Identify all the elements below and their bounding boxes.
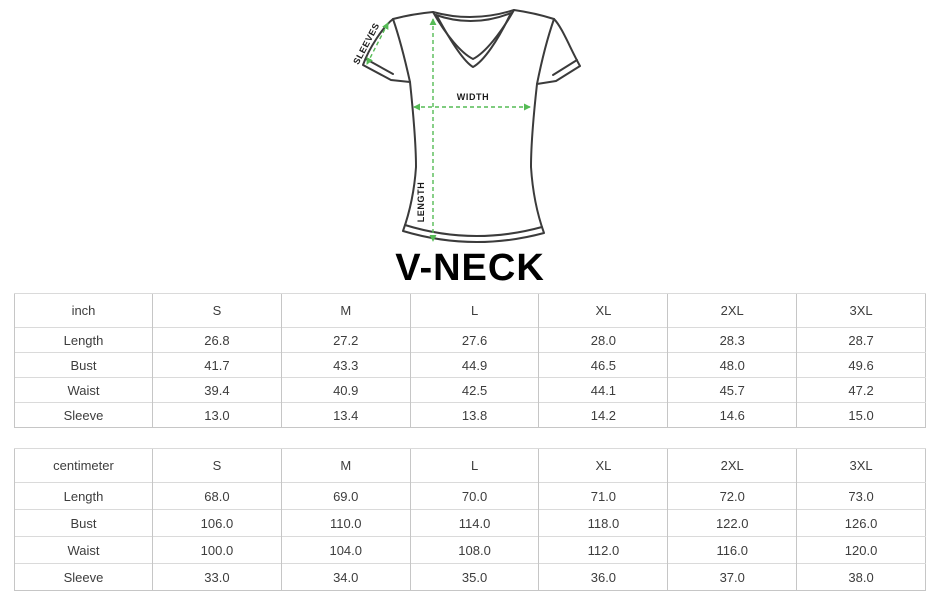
measurement-value-cell: 34.0	[280, 563, 411, 591]
measurement-value-cell: 14.6	[667, 402, 797, 428]
measurement-value-cell: 108.0	[409, 536, 539, 564]
measurement-value-cell: 118.0	[538, 509, 668, 537]
unit-header-cell: inch	[14, 293, 153, 328]
measurement-value-cell: 72.0	[667, 482, 797, 510]
size-table-centimeter: centimeter S M L XL 2XL 3XL Length 68.0 69.0 70.0…	[14, 448, 926, 591]
vneck-shirt-diagram: SLEEVES WIDTH LENGTH	[351, 9, 581, 244]
size-header-cell: S	[152, 448, 282, 483]
measurement-value-cell: 35.0	[409, 563, 539, 591]
measurement-label-cell: Waist	[14, 377, 153, 403]
measurement-value-cell: 26.8	[152, 327, 282, 353]
measurement-value-cell: 116.0	[667, 536, 797, 564]
measurement-label-cell: Bust	[14, 352, 153, 378]
measurement-value-cell: 42.5	[409, 377, 539, 403]
size-header-cell: 2XL	[667, 293, 797, 328]
size-tables: inch S M L XL 2XL 3XL Length 26.8 27.2 27.6 28.0 28…	[14, 293, 926, 591]
measurement-value-cell: 45.7	[667, 377, 797, 403]
measurement-row: Bust 106.0 110.0 114.0 118.0 122.0 126.0	[14, 509, 926, 537]
measurement-row: Length 68.0 69.0 70.0 71.0 72.0 73.0	[14, 482, 926, 510]
measurement-value-cell: 41.7	[152, 352, 282, 378]
measurement-row: Waist 39.4 40.9 42.5 44.1 45.7 47.2	[14, 377, 926, 403]
size-table-header-row: inch S M L XL 2XL 3XL	[14, 293, 926, 328]
size-header-cell: S	[152, 293, 282, 328]
measurement-value-cell: 73.0	[796, 482, 926, 510]
measurement-value-cell: 112.0	[538, 536, 668, 564]
measurement-label-cell: Sleeve	[14, 402, 153, 428]
size-header-cell: XL	[538, 293, 668, 328]
measurement-label-cell: Sleeve	[14, 563, 153, 591]
measurement-value-cell: 69.0	[280, 482, 411, 510]
measurement-value-cell: 122.0	[667, 509, 797, 537]
measurement-value-cell: 15.0	[796, 402, 926, 428]
size-header-cell: 3XL	[796, 448, 926, 483]
collar-back-line	[435, 12, 512, 23]
measurement-value-cell: 13.0	[152, 402, 282, 428]
size-header-cell: L	[409, 293, 539, 328]
measurement-value-cell: 120.0	[796, 536, 926, 564]
measurement-value-cell: 28.0	[538, 327, 668, 353]
shirt-outline	[362, 9, 581, 244]
measurement-value-cell: 46.5	[538, 352, 668, 378]
size-header-cell: M	[280, 293, 411, 328]
measurement-label-cell: Waist	[14, 536, 153, 564]
size-table-inch: inch S M L XL 2XL 3XL Length 26.8 27.2 27.6 28.0 28…	[14, 293, 926, 428]
right-armhole-seam	[536, 18, 555, 85]
measurement-label-cell: Bust	[14, 509, 153, 537]
left-armhole-seam	[392, 18, 411, 83]
vneck-inner-line	[436, 14, 511, 68]
measurement-value-cell: 28.3	[667, 327, 797, 353]
size-table-header-row: centimeter S M L XL 2XL 3XL	[14, 448, 926, 483]
measurement-value-cell: 13.4	[280, 402, 411, 428]
right-cuff-hem-line	[552, 59, 578, 76]
measurement-value-cell: 110.0	[280, 509, 411, 537]
measurement-value-cell: 49.6	[796, 352, 926, 378]
measurement-value-cell: 126.0	[796, 509, 926, 537]
measurement-value-cell: 38.0	[796, 563, 926, 591]
measurement-value-cell: 40.9	[280, 377, 411, 403]
measurement-row: Bust 41.7 43.3 44.9 46.5 48.0 49.6	[14, 352, 926, 378]
measurement-value-cell: 13.8	[409, 402, 539, 428]
width-measure-label: WIDTH	[457, 92, 490, 102]
size-header-cell: L	[409, 448, 539, 483]
measurement-value-cell: 71.0	[538, 482, 668, 510]
diagram-title: V-NECK	[395, 247, 545, 289]
measurement-value-cell: 27.2	[280, 327, 411, 353]
measurement-row: Waist 100.0 104.0 108.0 112.0 116.0 120.0	[14, 536, 926, 564]
measurement-label-cell: Length	[14, 482, 153, 510]
measurement-value-cell: 44.9	[409, 352, 539, 378]
bottom-hem-line	[404, 224, 543, 237]
measurement-value-cell: 48.0	[667, 352, 797, 378]
measurement-value-cell: 70.0	[409, 482, 539, 510]
measurement-value-cell: 106.0	[152, 509, 282, 537]
measurement-row: Sleeve 13.0 13.4 13.8 14.2 14.6 15.0	[14, 402, 926, 428]
size-header-cell: M	[280, 448, 411, 483]
sleeves-measure-arrow	[366, 22, 389, 65]
measurement-row: Sleeve 33.0 34.0 35.0 36.0 37.0 38.0	[14, 563, 926, 591]
measurement-value-cell: 100.0	[152, 536, 282, 564]
measurement-value-cell: 104.0	[280, 536, 411, 564]
size-header-cell: 2XL	[667, 448, 797, 483]
size-header-cell: XL	[538, 448, 668, 483]
measurement-value-cell: 36.0	[538, 563, 668, 591]
measurement-value-cell: 47.2	[796, 377, 926, 403]
measurement-label-cell: Length	[14, 327, 153, 353]
size-header-cell: 3XL	[796, 293, 926, 328]
measurement-value-cell: 68.0	[152, 482, 282, 510]
measurement-value-cell: 44.1	[538, 377, 668, 403]
measurement-value-cell: 114.0	[409, 509, 539, 537]
measurement-value-cell: 27.6	[409, 327, 539, 353]
unit-header-cell: centimeter	[14, 448, 153, 483]
length-measure-label: LENGTH	[416, 182, 426, 223]
measurement-value-cell: 14.2	[538, 402, 668, 428]
measurement-row: Length 26.8 27.2 27.6 28.0 28.3 28.7	[14, 327, 926, 353]
measurement-value-cell: 33.0	[152, 563, 282, 591]
measurement-value-cell: 37.0	[667, 563, 797, 591]
measurement-value-cell: 39.4	[152, 377, 282, 403]
measurement-value-cell: 28.7	[796, 327, 926, 353]
measurement-value-cell: 43.3	[280, 352, 411, 378]
